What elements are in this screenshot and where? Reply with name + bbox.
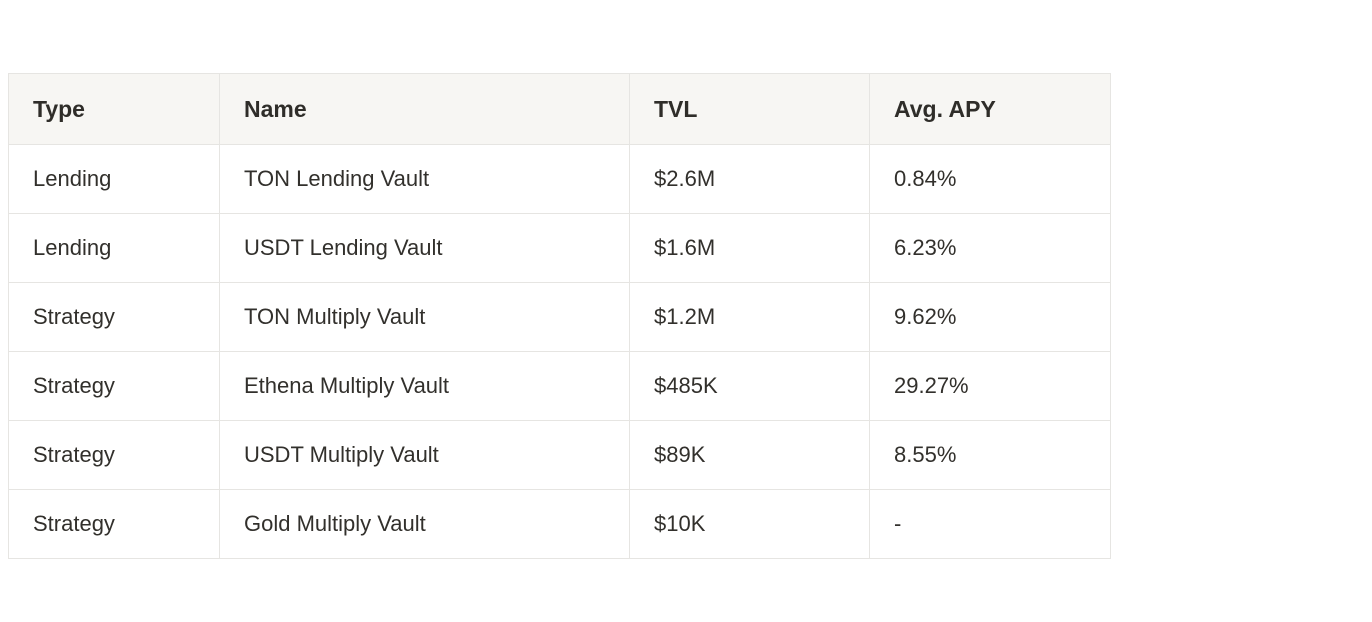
table-cell-apy: 8.55% [869,420,1111,490]
table-cell-name: TON Lending Vault [219,144,630,214]
column-header-type: Type [8,73,220,145]
table-cell-apy: 29.27% [869,351,1111,421]
table-cell-name: USDT Multiply Vault [219,420,630,490]
column-header-name: Name [219,73,630,145]
table-row: Strategy USDT Multiply Vault $89K 8.55% [8,420,1111,490]
table-header-row: Type Name TVL Avg. APY [8,73,1111,145]
table-cell-tvl: $10K [629,489,870,559]
table-cell-tvl: $2.6M [629,144,870,214]
vaults-table-container: Type Name TVL Avg. APY Lending TON Lendin… [8,73,1111,559]
table-row: Lending USDT Lending Vault $1.6M 6.23% [8,213,1111,283]
table-header: Type Name TVL Avg. APY [8,73,1111,145]
table-cell-type: Strategy [8,489,220,559]
table-body: Lending TON Lending Vault $2.6M 0.84% Lendin… [8,144,1111,559]
table-row: Strategy TON Multiply Vault $1.2M 9.62% [8,282,1111,352]
table-cell-tvl: $1.2M [629,282,870,352]
table-cell-type: Lending [8,144,220,214]
column-header-tvl: TVL [629,73,870,145]
table-cell-tvl: $1.6M [629,213,870,283]
table-cell-type: Lending [8,213,220,283]
table-cell-name: USDT Lending Vault [219,213,630,283]
table-cell-apy: - [869,489,1111,559]
table-cell-type: Strategy [8,282,220,352]
table-cell-tvl: $89K [629,420,870,490]
table-row: Strategy Gold Multiply Vault $10K - [8,489,1111,559]
table-cell-apy: 6.23% [869,213,1111,283]
table-cell-type: Strategy [8,420,220,490]
table-row: Strategy Ethena Multiply Vault $485K 29.27% [8,351,1111,421]
table-row: Lending TON Lending Vault $2.6M 0.84% [8,144,1111,214]
table-cell-name: Ethena Multiply Vault [219,351,630,421]
table-cell-tvl: $485K [629,351,870,421]
vaults-table: Type Name TVL Avg. APY Lending TON Lendin… [8,73,1111,559]
table-cell-type: Strategy [8,351,220,421]
column-header-apy: Avg. APY [869,73,1111,145]
table-cell-apy: 9.62% [869,282,1111,352]
table-cell-name: TON Multiply Vault [219,282,630,352]
table-cell-apy: 0.84% [869,144,1111,214]
table-cell-name: Gold Multiply Vault [219,489,630,559]
